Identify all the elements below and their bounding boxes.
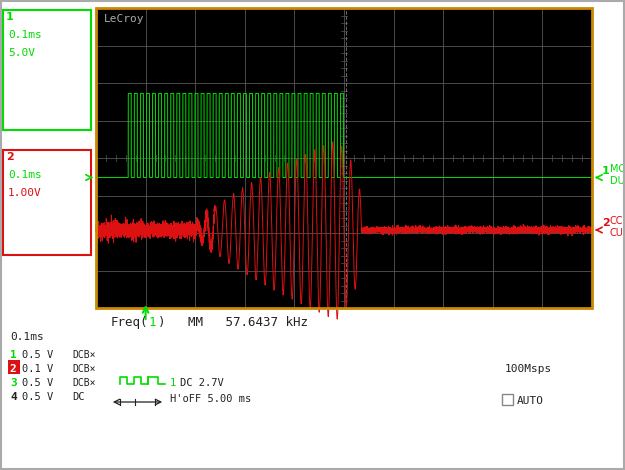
Text: 1.00V: 1.00V [8, 188, 42, 198]
Text: 3: 3 [10, 378, 17, 388]
Bar [502, 394, 513, 405]
Text: 1: 1 [170, 378, 176, 388]
Text: DC 2.7V: DC 2.7V [180, 378, 224, 388]
Text: DCB×: DCB× [72, 350, 96, 360]
Text: 1: 1 [6, 12, 14, 22]
Text: DC: DC [72, 392, 84, 402]
Text: 2: 2 [9, 364, 16, 374]
Text: AUTO: AUTO [517, 396, 544, 406]
Text: 100Msps: 100Msps [505, 364, 552, 374]
Text: LeCroy: LeCroy [104, 14, 144, 24]
Text: 0.1ms: 0.1ms [8, 30, 42, 40]
Text: 2: 2 [602, 218, 610, 228]
Text: H'oFF 5.00 ms: H'oFF 5.00 ms [170, 394, 251, 404]
Text: CCFL: CCFL [610, 216, 625, 226]
Text: DCB×: DCB× [72, 378, 96, 388]
Text: 1: 1 [10, 350, 17, 360]
Text: MOSFET: MOSFET [610, 164, 625, 173]
Text: 2: 2 [6, 152, 14, 162]
Text: 0.1 V: 0.1 V [22, 364, 53, 374]
Text: 0.5 V: 0.5 V [22, 378, 53, 388]
Text: 4: 4 [10, 392, 17, 402]
Text: DUTY CYCLE: DUTY CYCLE [610, 175, 625, 186]
Text: 1: 1 [602, 165, 610, 175]
Bar [8, 360, 20, 374]
Text: 0.1ms: 0.1ms [10, 332, 44, 342]
Text: DCB×: DCB× [72, 364, 96, 374]
Bar [96, 8, 592, 308]
Bar [3, 150, 91, 255]
Text: 0.5 V: 0.5 V [22, 392, 53, 402]
Bar [96, 8, 592, 308]
Bar [3, 10, 91, 130]
Text: 0.1ms: 0.1ms [8, 170, 42, 180]
Text: 0.5 V: 0.5 V [22, 350, 53, 360]
Text: 1: 1 [149, 316, 156, 329]
Text: )   ММ   57.6437 kHz: ) ММ 57.6437 kHz [158, 316, 308, 329]
Text: 5.0V: 5.0V [8, 48, 35, 58]
Text: Freq(: Freq( [111, 316, 149, 329]
Text: CURRENT: CURRENT [610, 228, 625, 238]
